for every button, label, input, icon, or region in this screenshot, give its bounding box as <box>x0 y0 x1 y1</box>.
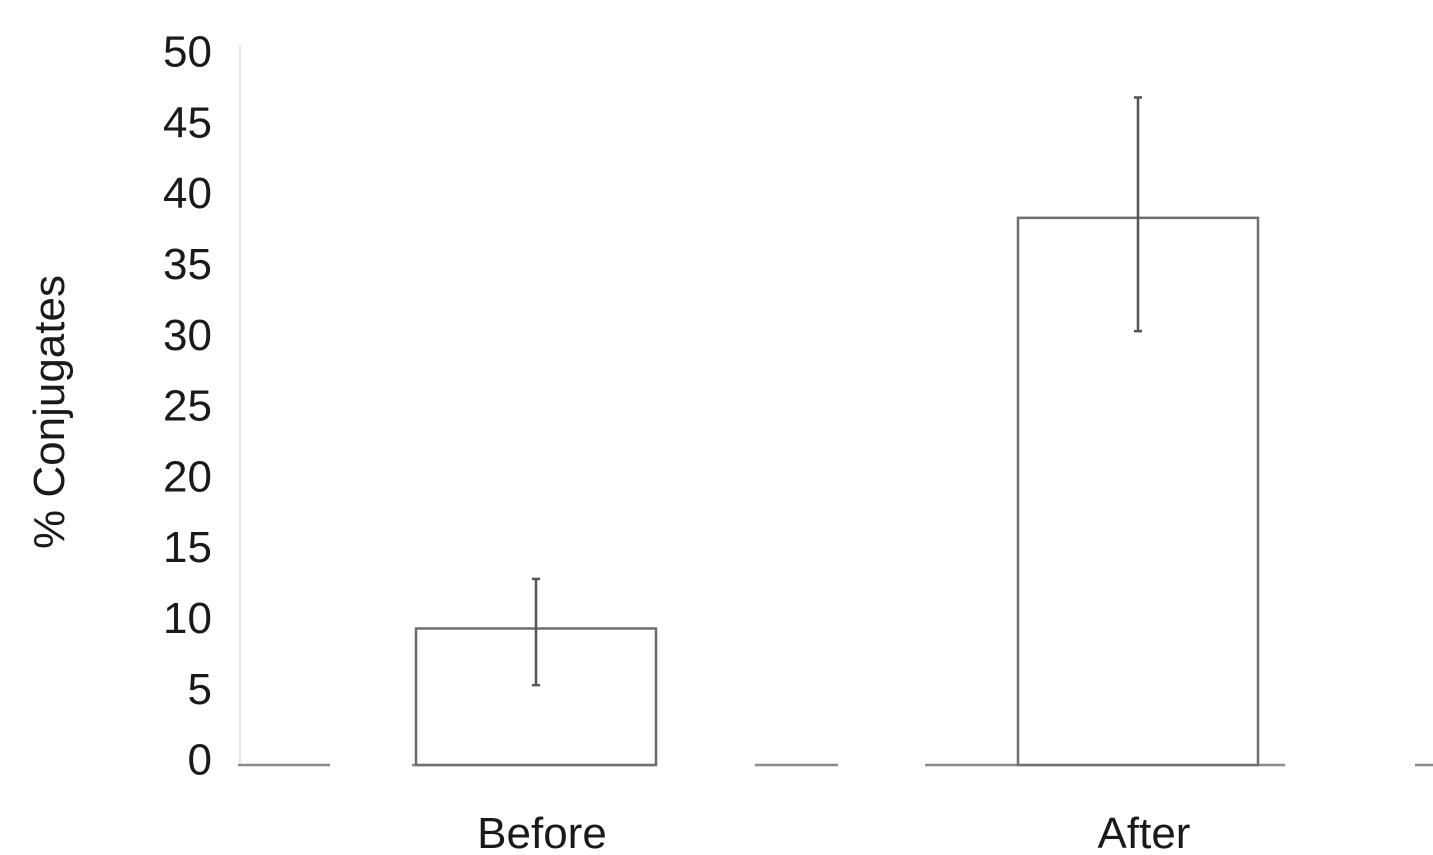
y-tick-label: 5 <box>188 665 212 714</box>
y-tick-label: 10 <box>163 594 212 643</box>
y-axis: 0 5 10 15 20 25 30 35 40 45 50 <box>163 28 241 785</box>
y-tick-label: 15 <box>163 523 212 572</box>
x-axis-labels: Before After <box>477 809 1190 855</box>
y-tick-label: 40 <box>163 169 212 218</box>
bars <box>414 216 1260 767</box>
y-tick-label: 25 <box>163 382 212 431</box>
y-tick-label: 35 <box>163 240 212 289</box>
y-tick-label: 50 <box>163 28 212 77</box>
y-axis-title: % Conjugates <box>25 275 74 549</box>
x-category-label: Before <box>477 809 607 855</box>
y-tick-label: 30 <box>163 311 212 360</box>
y-tick-label: 45 <box>163 98 212 147</box>
y-tick-label: 0 <box>188 736 212 785</box>
error-bars <box>532 96 1142 687</box>
x-category-label: After <box>1098 809 1191 855</box>
y-tick-label: 20 <box>163 452 212 501</box>
